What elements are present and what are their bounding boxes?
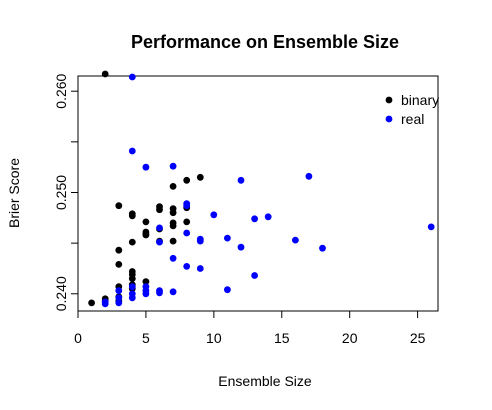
point-binary: [183, 218, 191, 226]
point-binary: [101, 70, 109, 78]
x-tick-label: 20: [342, 330, 358, 346]
point-real: [169, 254, 177, 262]
point-real: [169, 162, 177, 170]
point-binary: [156, 203, 163, 211]
y-tick-label: 0.250: [53, 175, 69, 210]
point-real: [115, 294, 123, 302]
point-binary: [142, 218, 150, 226]
point-real: [224, 286, 231, 294]
point-real: [237, 176, 245, 184]
point-binary: [196, 173, 204, 181]
point-real: [210, 211, 218, 219]
point-real: [156, 287, 163, 295]
point-binary: [128, 238, 136, 246]
y-tick-label: 0.260: [53, 73, 69, 108]
point-binary: [169, 237, 177, 245]
point-real: [183, 229, 191, 237]
point-real: [156, 224, 163, 232]
point-binary: [115, 202, 123, 210]
point-binary: [128, 210, 136, 218]
point-real: [196, 265, 204, 272]
point-real: [251, 215, 258, 223]
y-axis: 0.240 0.250 0.260: [53, 73, 78, 311]
y-tick-label: 0.240: [53, 276, 69, 311]
point-binary: [128, 268, 136, 275]
point-real: [251, 272, 258, 279]
legend: binary real: [385, 92, 439, 127]
point-real: [305, 172, 313, 180]
point-binary: [183, 176, 191, 184]
point-real: [427, 223, 435, 231]
point-real: [128, 290, 136, 298]
point-real: [101, 298, 109, 306]
legend-marker-real: [385, 115, 393, 123]
x-tick-label: 5: [142, 330, 150, 346]
point-real: [115, 287, 123, 295]
point-real: [183, 263, 191, 270]
point-binary: [142, 278, 150, 285]
point-binary: [88, 299, 95, 307]
point-real: [156, 238, 163, 246]
point-real: [115, 299, 123, 307]
point-real: [224, 234, 231, 242]
x-axis-label: Ensemble Size: [218, 373, 312, 389]
x-tick-label: 10: [206, 330, 222, 346]
legend-marker-binary: [385, 96, 393, 104]
x-tick-label: 25: [410, 330, 426, 346]
chart-title: Performance on Ensemble Size: [131, 32, 399, 52]
y-axis-label: Brier Score: [6, 158, 22, 228]
point-real: [128, 283, 136, 291]
data-points: [88, 70, 435, 308]
x-axis: 0 5 10 15 20 25: [74, 311, 426, 346]
point-real: [142, 163, 150, 171]
point-real: [183, 200, 191, 208]
point-real: [264, 213, 272, 221]
point-real: [128, 73, 136, 81]
point-real: [319, 244, 326, 252]
x-tick-label: 15: [274, 330, 290, 346]
x-tick-label: 0: [74, 330, 82, 346]
point-binary: [142, 228, 150, 236]
point-real: [169, 288, 177, 296]
point-real: [237, 243, 245, 251]
point-binary: [169, 205, 177, 213]
point-real: [292, 236, 299, 244]
point-real: [142, 283, 150, 291]
plot-frame: [77, 75, 439, 312]
legend-label-real: real: [401, 111, 424, 127]
point-binary: [115, 261, 123, 268]
point-binary: [115, 246, 123, 254]
point-real: [128, 147, 136, 155]
point-binary: [169, 219, 177, 227]
point-binary: [169, 183, 177, 190]
legend-label-binary: binary: [401, 92, 439, 108]
point-real: [196, 235, 204, 243]
